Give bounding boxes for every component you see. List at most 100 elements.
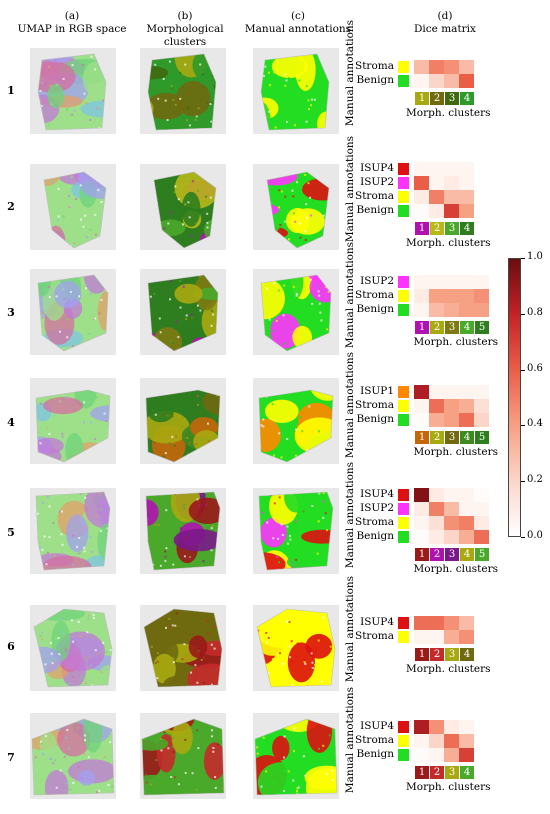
dice-row-label: Benign: [356, 74, 394, 86]
cluster-label: 4: [460, 92, 474, 105]
row-number: 6: [7, 640, 15, 653]
dice-y-axis-label: Manual annotations: [344, 575, 356, 683]
dice-cell: [414, 616, 429, 630]
dice-cell: [429, 385, 444, 399]
dice-cell: [429, 630, 444, 644]
dice-cell: [459, 720, 474, 734]
dice-cell: [444, 488, 459, 502]
dice-cell: [414, 289, 429, 303]
dice-x-axis-label: Morph. clusters: [406, 663, 491, 675]
dice-row-label: ISUP2: [360, 176, 394, 188]
dice-cell: [459, 488, 474, 502]
column-header-c: (c) Manual annotations: [243, 10, 353, 36]
dice-row-label: Stroma: [355, 399, 394, 411]
dice-cell: [429, 720, 444, 734]
morphological-clusters-panel: [134, 599, 232, 697]
dice-cell: [444, 303, 459, 317]
column-title: UMAP in RGB space: [17, 23, 127, 35]
manual-annotations-panel: [247, 707, 345, 805]
dice-cell: [459, 516, 474, 530]
dice-cell: [444, 289, 459, 303]
dice-cell: [429, 176, 444, 190]
dice-cell: [459, 734, 474, 748]
annotation-color-swatch: [398, 304, 409, 316]
dice-cell: [474, 516, 489, 530]
manual-annotations-panel: [247, 42, 345, 140]
annotation-color-swatch: [398, 749, 409, 761]
annotation-color-swatch: [398, 735, 409, 747]
cluster-label: 5: [475, 431, 489, 444]
dice-cell: [444, 399, 459, 413]
dice-x-axis-label: Morph. clusters: [406, 107, 491, 119]
manual-annotations-panel: [247, 599, 345, 697]
morphological-clusters-panel: [134, 158, 232, 256]
dice-row-label: ISUP4: [360, 162, 394, 174]
annotation-color-swatch: [398, 386, 409, 398]
manual-annotations-panel: [247, 372, 345, 470]
dice-cell: [414, 176, 429, 190]
column-letter: (c): [290, 10, 306, 22]
colorbar-tick-label: 0.6: [527, 362, 543, 374]
dice-row-label: ISUP4: [360, 720, 394, 732]
dice-cell: [459, 74, 474, 88]
column-header-d: (d) Dice matrix: [390, 10, 500, 36]
dice-cell: [429, 748, 444, 762]
column-title: Manual annotations: [244, 23, 352, 35]
dice-cell: [414, 630, 429, 644]
dice-cell: [444, 630, 459, 644]
dice-cell: [459, 204, 474, 218]
umap-rgb-panel: [24, 707, 122, 805]
dice-cell: [444, 516, 459, 530]
dice-cell: [459, 275, 474, 289]
annotation-color-swatch: [398, 489, 409, 501]
cluster-label: 1: [415, 648, 429, 661]
cluster-label: 1: [415, 222, 429, 235]
morphological-clusters-panel: [134, 707, 232, 805]
annotation-color-swatch: [398, 400, 409, 412]
annotation-color-swatch: [398, 191, 409, 203]
dice-cell: [444, 748, 459, 762]
cluster-label: 3: [445, 431, 459, 444]
dice-y-axis-label: Manual annotations: [344, 19, 356, 127]
manual-annotations-panel: [247, 158, 345, 256]
cluster-label: 1: [415, 548, 429, 561]
cluster-label: 2: [430, 92, 444, 105]
dice-cell: [414, 720, 429, 734]
colorbar-tick: [521, 258, 525, 259]
column-letter: (b): [177, 10, 193, 22]
cluster-label: 2: [430, 222, 444, 235]
dice-cell: [459, 413, 474, 427]
annotation-color-swatch: [398, 177, 409, 189]
umap-rgb-panel: [24, 42, 122, 140]
manual-annotations-panel: [247, 263, 345, 361]
dice-cell: [444, 190, 459, 204]
dice-cell: [444, 176, 459, 190]
cluster-label: 2: [430, 321, 444, 334]
dice-cell: [429, 60, 444, 74]
dice-row-label: Benign: [356, 530, 394, 542]
annotation-color-swatch: [398, 414, 409, 426]
cluster-label: 4: [460, 648, 474, 661]
dice-cell: [414, 516, 429, 530]
dice-row-label: ISUP4: [360, 616, 394, 628]
cluster-label: 2: [430, 648, 444, 661]
row-number: 2: [7, 200, 15, 213]
dice-row-label: Benign: [356, 303, 394, 315]
cluster-label: 4: [460, 321, 474, 334]
column-letter: (d): [437, 10, 453, 22]
colorbar-tick-label: 1.0: [527, 251, 543, 262]
dice-x-axis-label: Morph. clusters: [413, 446, 498, 458]
annotation-color-swatch: [398, 531, 409, 543]
umap-rgb-panel: [24, 158, 122, 256]
dice-cell: [474, 303, 489, 317]
dice-cell: [444, 413, 459, 427]
dice-cell: [429, 399, 444, 413]
colorbar-tick-label: 0.8: [527, 306, 543, 318]
dice-cell: [429, 516, 444, 530]
dice-cell: [444, 74, 459, 88]
dice-cell: [474, 488, 489, 502]
dice-cell: [429, 734, 444, 748]
dice-cell: [414, 399, 429, 413]
dice-cell: [474, 275, 489, 289]
dice-cell: [414, 413, 429, 427]
